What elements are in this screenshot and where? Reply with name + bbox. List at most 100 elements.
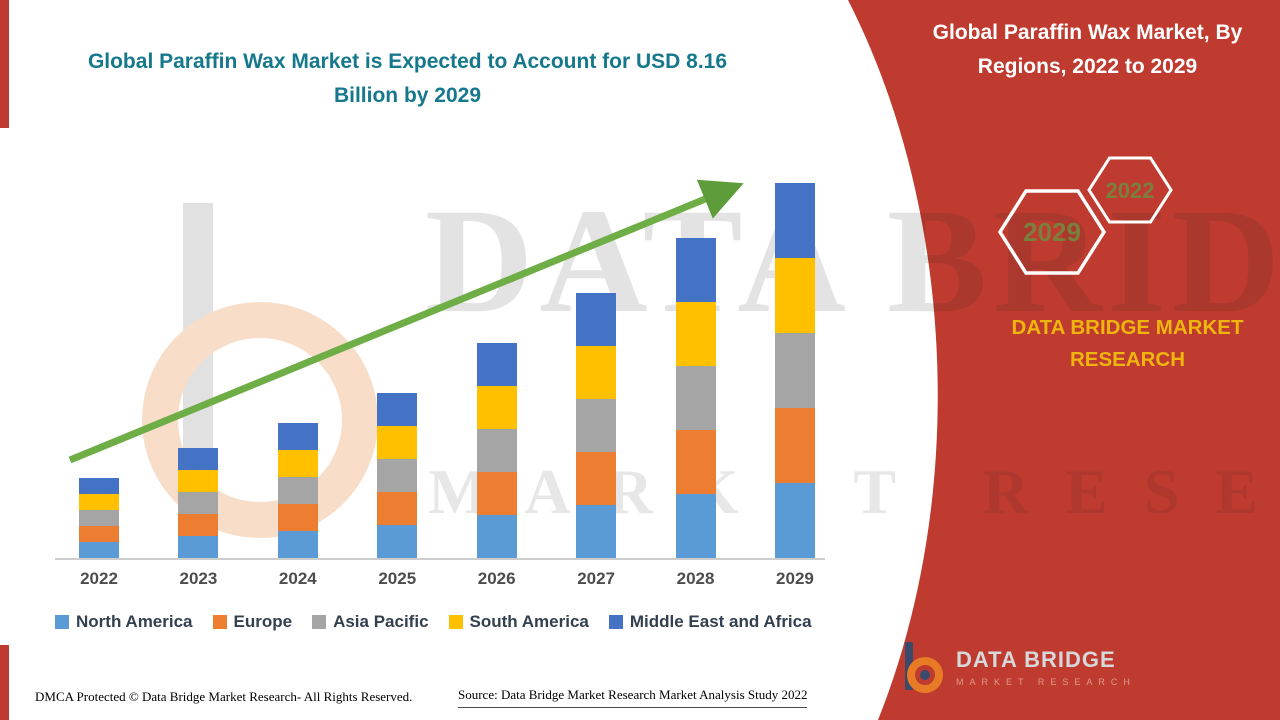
segment-asia-pacific (277, 477, 318, 504)
chart-title: Global Paraffin Wax Market is Expected t… (87, 50, 728, 107)
panel-heading: Global Paraffin Wax Market, By Regions, … (932, 21, 1243, 78)
left-stripe-bottom (0, 645, 9, 720)
bar-column-2028 (666, 238, 726, 558)
watermark-text-line2: MARKET RESEARCH (428, 456, 1280, 527)
segment-north-america (476, 515, 517, 558)
legend-label: Middle East and Africa (629, 612, 812, 631)
segment-europe (675, 430, 716, 494)
segment-north-america (178, 536, 219, 558)
legend: North America Europe Asia Pacific South Ame… (55, 612, 835, 632)
year-badges: 2022 2029 (997, 156, 1173, 275)
x-tick-label: 2028 (676, 569, 715, 588)
legend-item-north-america: North America (55, 612, 193, 632)
x-tick-label: 2022 (80, 569, 118, 588)
bar-stack (79, 478, 119, 558)
segment-south-america (79, 494, 119, 510)
segment-europe (277, 504, 318, 531)
bar-stack (476, 343, 517, 558)
segment-asia-pacific (576, 399, 617, 452)
segment-south-america (774, 258, 815, 333)
badge-year-2029: 2029 (1023, 217, 1081, 247)
bar-stack (576, 293, 617, 558)
bar-chart: 2022 2023 2024 2025 2026 2027 2028 2029 (55, 170, 825, 589)
x-tick-label: 2027 (577, 569, 616, 588)
badge-year-2022: 2022 (1106, 178, 1155, 203)
x-tick-label: 2024 (278, 569, 317, 588)
segment-europe (476, 472, 517, 515)
segment-asia-pacific (675, 366, 716, 430)
bar-stack (377, 393, 418, 558)
legend-swatch (448, 615, 463, 629)
segment-middle-east-and-africa (675, 238, 716, 302)
x-axis-labels: 2022 2023 2024 2025 2026 2027 2028 2029 (55, 569, 825, 589)
x-tick-label: 2023 (179, 569, 218, 588)
segment-middle-east-and-africa (476, 343, 517, 386)
left-stripe-top (0, 0, 9, 128)
segment-south-america (178, 470, 219, 492)
bar-column-2025 (367, 393, 427, 558)
segment-south-america (476, 386, 517, 429)
segment-asia-pacific (178, 492, 219, 514)
segment-middle-east-and-africa (377, 393, 418, 426)
trend-arrow (68, 179, 744, 464)
footer-logo: DATA BRIDGE MARKET RESEARCH (898, 640, 1136, 694)
segment-europe (79, 526, 119, 542)
logo-texts: DATA BRIDGE MARKET RESEARCH (956, 647, 1136, 687)
logo-title: DATA BRIDGE (956, 647, 1116, 672)
bar-column-2027 (566, 293, 626, 558)
hexagon-2029 (997, 189, 1107, 275)
segment-south-america (576, 346, 617, 399)
bar-column-2026 (467, 343, 527, 558)
segment-middle-east-and-africa (277, 423, 318, 450)
bar-column-2023 (168, 448, 228, 558)
bars-row (55, 170, 825, 560)
bar-column-2024 (268, 423, 328, 558)
legend-label: North America (76, 612, 193, 631)
segment-middle-east-and-africa (79, 478, 119, 494)
segment-asia-pacific (774, 333, 815, 408)
segment-north-america (277, 531, 318, 558)
watermark-text-line1: DATA BRIDGE (425, 178, 1280, 344)
logo-subtitle: MARKET RESEARCH (956, 677, 1136, 687)
legend-swatch (212, 615, 227, 629)
legend-label: Asia Pacific (333, 612, 429, 631)
segment-europe (377, 492, 418, 525)
segment-asia-pacific (79, 510, 119, 526)
segment-south-america (675, 302, 716, 366)
segment-north-america (576, 505, 617, 558)
segment-middle-east-and-africa (178, 448, 219, 470)
segment-middle-east-and-africa (774, 183, 815, 258)
bar-column-2022 (69, 478, 129, 558)
x-tick-label: 2025 (378, 569, 417, 588)
segment-north-america (675, 494, 716, 558)
footer-dmca-text: DMCA Protected © Data Bridge Market Rese… (35, 689, 413, 704)
segment-middle-east-and-africa (576, 293, 617, 346)
legend-item-middle-east-and-africa: Middle East and Africa (608, 612, 812, 632)
brand-name: DATA BRIDGE MARKET RESEARCH (1011, 316, 1244, 371)
segment-south-america (377, 426, 418, 459)
segment-north-america (774, 483, 815, 558)
segment-asia-pacific (377, 459, 418, 492)
segment-europe (774, 408, 815, 483)
x-tick-label: 2029 (776, 569, 814, 588)
x-tick-label: 2026 (477, 569, 516, 588)
red-side-panel (848, 0, 1280, 720)
legend-label: Europe (233, 612, 293, 631)
legend-label: South America (469, 612, 589, 631)
footer-source-text: Source: Data Bridge Market Research Mark… (458, 687, 808, 708)
bar-stack (178, 448, 219, 558)
segment-north-america (377, 525, 418, 558)
segment-europe (576, 452, 617, 505)
legend-item-europe: Europe (212, 612, 293, 632)
legend-item-south-america: South America (448, 612, 589, 632)
legend-swatch (55, 615, 69, 629)
bar-column-2029 (765, 183, 825, 558)
hexagon-2022 (1087, 156, 1173, 224)
legend-item-asia-pacific: Asia Pacific (312, 612, 429, 632)
bar-stack (277, 423, 318, 558)
segment-europe (178, 514, 219, 536)
legend-swatch (312, 615, 327, 629)
segment-south-america (277, 450, 318, 477)
segment-north-america (79, 542, 119, 558)
